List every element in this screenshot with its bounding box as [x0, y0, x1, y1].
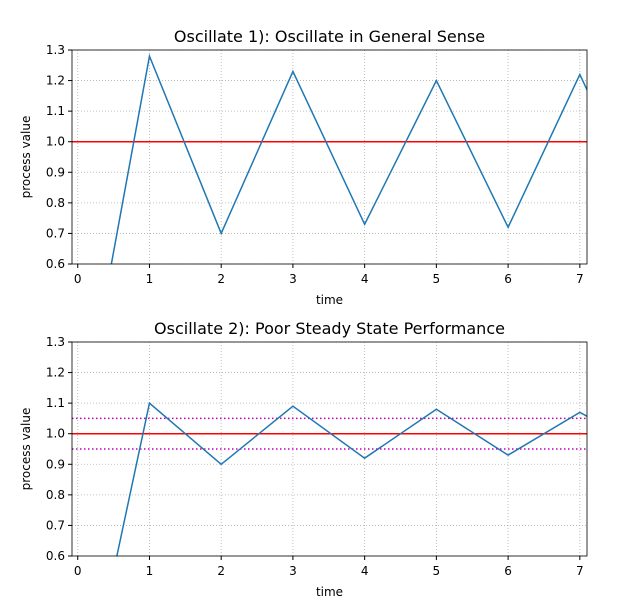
y-tick-label: 0.7: [46, 518, 65, 532]
x-tick-label: 6: [504, 564, 512, 578]
y-tick-label: 0.8: [46, 488, 65, 502]
plot-area: [72, 53, 587, 264]
y-tick-label: 0.9: [46, 457, 65, 471]
y-tick-label: 1.2: [46, 74, 65, 88]
data-line: [116, 401, 587, 556]
x-tick-label: 2: [217, 564, 225, 578]
x-tick-label: 0: [74, 564, 82, 578]
x-tick-label: 2: [217, 272, 225, 286]
y-tick-label: 0.8: [46, 196, 65, 210]
x-tick-label: 3: [289, 272, 297, 286]
y-tick-label: 1.0: [46, 427, 65, 441]
x-tick-label: 1: [146, 272, 154, 286]
y-tick-label: 0.9: [46, 165, 65, 179]
y-tick-label: 0.7: [46, 226, 65, 240]
x-tick-label: 1: [146, 564, 154, 578]
data-line: [110, 53, 587, 264]
y-axis-label: process value: [19, 408, 33, 491]
y-tick-label: 1.1: [46, 104, 65, 118]
y-axis-label: process value: [19, 116, 33, 199]
y-tick-label: 1.3: [46, 43, 65, 57]
axes-frame: [71, 49, 588, 265]
y-tick-label: 1.1: [46, 396, 65, 410]
y-tick-label: 1.0: [46, 135, 65, 149]
y-tick-label: 1.3: [46, 335, 65, 349]
x-tick-label: 4: [361, 564, 369, 578]
x-tick-label: 0: [74, 272, 82, 286]
x-tick-label: 3: [289, 564, 297, 578]
x-tick-label: 4: [361, 272, 369, 286]
x-tick-label: 5: [433, 564, 441, 578]
chart-title: Oscillate 1): Oscillate in General Sense: [174, 27, 485, 46]
plot-area: [72, 401, 587, 556]
axes-frame: [71, 341, 588, 557]
x-tick-label: 5: [433, 272, 441, 286]
x-axis-label: time: [316, 293, 343, 307]
y-tick-label: 0.6: [46, 549, 65, 563]
chart-title: Oscillate 2): Poor Steady State Performa…: [154, 319, 505, 338]
x-axis-label: time: [316, 585, 343, 599]
y-tick-label: 0.6: [46, 257, 65, 271]
x-tick-label: 7: [576, 564, 584, 578]
y-tick-label: 1.2: [46, 366, 65, 380]
x-tick-label: 7: [576, 272, 584, 286]
x-tick-label: 6: [504, 272, 512, 286]
